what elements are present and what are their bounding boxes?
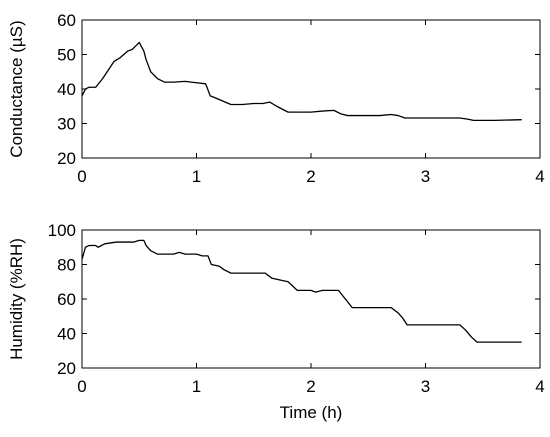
conductance-series-line [81,41,522,122]
plot-frame [81,19,541,159]
y-tick-label: 20 [57,149,76,168]
x-tick-label: 0 [77,377,86,396]
y-tick-label: 40 [57,325,76,344]
y-tick-label: 60 [57,11,76,30]
chart-2: 0 1 2 3 4 20 40 60 80 100 Humidity (%RH) Time (h) [7,221,545,422]
y-axis-label: Humidity (%RH) [7,238,26,360]
y-tick-label: 30 [57,115,76,134]
y-tick-label: 60 [57,290,76,309]
x-tick-label: 4 [535,167,544,186]
x-tick-label: 3 [421,167,430,186]
x-tick-label: 0 [77,167,86,186]
x-tick-label: 2 [306,167,315,186]
x-tick-label: 1 [192,377,201,396]
x-tick-label: 1 [192,167,201,186]
y-tick-label: 40 [57,80,76,99]
y-axis-label: Conductance (µS) [7,20,26,157]
x-axis-label: Time (h) [280,403,343,422]
y-tick-label: 20 [57,359,76,378]
y-tick-label: 100 [48,221,76,240]
x-tick-label: 3 [421,377,430,396]
x-tick-label: 4 [535,377,544,396]
y-tick-label: 50 [57,46,76,65]
x-tick-label: 2 [306,377,315,396]
humidity-series-line [81,239,522,343]
chart-1: 0 1 2 3 4 20 30 40 50 60 Conductance (µS) [7,11,545,186]
y-tick-label: 80 [57,256,76,275]
